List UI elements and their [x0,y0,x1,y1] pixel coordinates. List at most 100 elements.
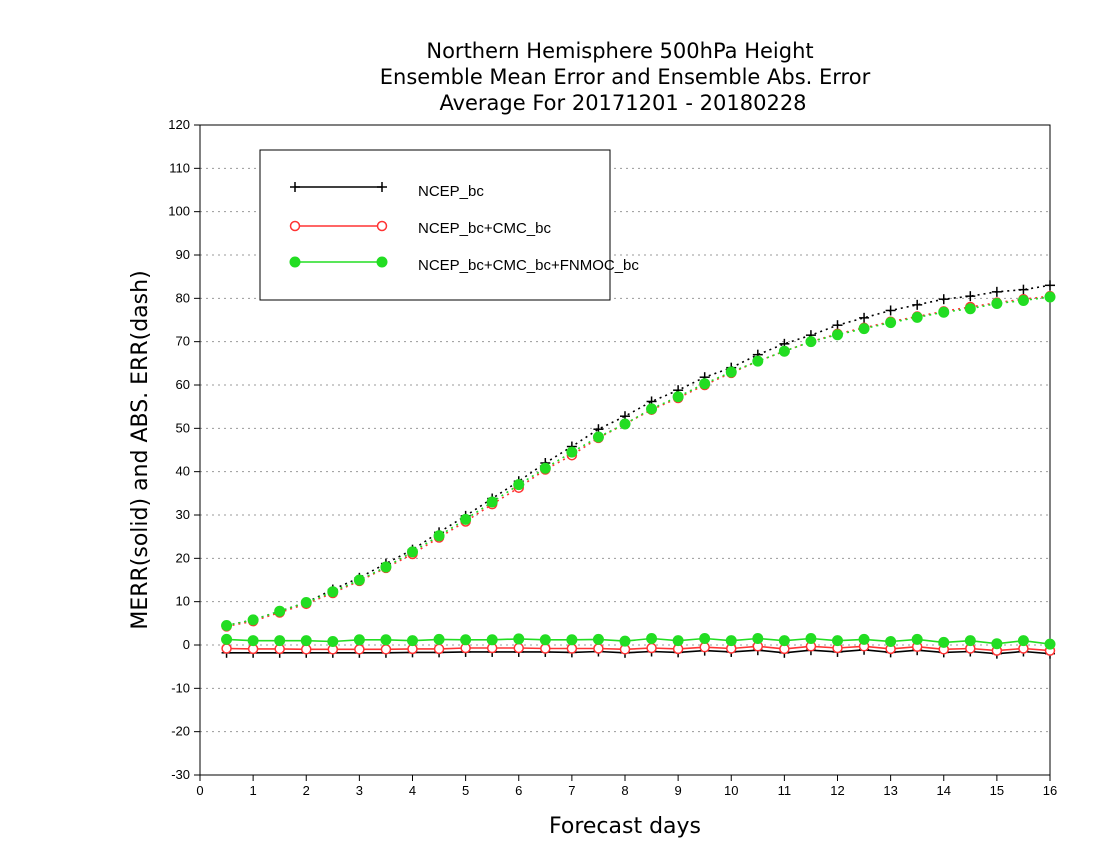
abs-err-point [327,586,339,598]
abs-err-point [300,597,312,609]
y-tick-label: 40 [176,464,190,479]
legend-marker [289,220,301,232]
merr-point [274,635,286,647]
abs-err-point [1044,291,1056,303]
x-tick-label: 5 [462,783,469,798]
abs-err-point [247,614,259,626]
abs-err-point [832,329,843,341]
chart-title: Northern Hemisphere 500hPa Height Ensemb… [380,39,871,115]
y-tick-label: 20 [176,550,190,565]
merr-point [354,644,365,655]
merr-point [300,635,312,647]
merr-point [938,636,950,648]
merr-point [327,636,339,648]
x-tick-label: 8 [621,783,628,798]
merr-point [433,643,445,655]
y-tick-label: -30 [171,767,190,782]
merr-point [1044,638,1056,650]
abs-err-point [965,291,976,302]
abs-err-point [539,462,551,474]
merr-point [221,633,233,645]
merr-point [566,634,578,646]
y-tick-label: 0 [183,637,190,652]
x-tick-label: 12 [830,783,844,798]
merr-point [778,635,790,647]
abs-err-point [991,286,1002,297]
merr-point [593,643,604,654]
abs-err-point [566,446,578,458]
abs-err-point [885,317,897,329]
y-tick-label: 110 [169,160,190,175]
abs-err-point [991,298,1003,310]
merr-point [539,634,551,646]
legend-marker [289,256,301,268]
merr-point [460,634,472,646]
legend: NCEP_bc NCEP_bc+CMC_bc NCEP_bc+CMC_bc+FN… [259,149,639,301]
x-axis: 0 1 2 3 4 5 6 7 8 9 10 11 12 13 14 15 16 [196,775,1057,798]
x-tick-label: 11 [778,783,792,798]
merr-point [566,643,578,654]
legend-entry-ncep-cmc: NCEP_bc+CMC_bc [418,220,551,237]
x-tick-label: 4 [409,783,416,798]
x-tick-label: 3 [356,783,363,798]
legend-marker [376,256,388,268]
abs-err-point [513,479,525,491]
series-2 [221,291,1056,650]
y-axis-label: MERR(solid) and ABS. ERR(dash) [128,270,153,629]
legend-entry-ncep-cmc-fnmoc: NCEP_bc+CMC_bc+FNMOC_bc [418,257,639,274]
abs-err-line [226,284,1051,627]
abs-err-point [911,311,923,323]
abs-err-point [912,299,923,310]
y-tick-label: 10 [176,594,190,609]
y-tick-label: 100 [168,204,190,219]
abs-err-point [433,530,445,542]
chart-title-line-1: Northern Hemisphere 500hPa Height [426,39,813,63]
x-tick-label: 0 [196,783,203,798]
merr-point [592,633,604,645]
legend-entry-ncep-bc: NCEP_bc [418,183,484,200]
y-axis: -30 -20 -10 0 10 20 30 40 50 60 70 80 90 100 110 120 [168,117,200,782]
x-axis-label: Forecast days [549,814,701,839]
merr-point [699,633,711,644]
merr-point [858,633,870,645]
merr-point [832,635,843,647]
abs-err-point [353,574,365,586]
legend-box [259,149,611,301]
merr-point [513,633,525,645]
x-tick-label: 13 [883,783,897,798]
x-tick-label: 15 [990,783,1004,798]
merr-point [380,634,392,646]
merr-point [911,633,923,645]
merr-point [672,635,684,647]
x-tick-label: 7 [568,783,575,798]
legend-marker [376,220,388,232]
merr-point [407,635,418,647]
abs-err-point [725,366,737,378]
y-tick-label: -20 [171,724,190,739]
legend-marker [377,182,387,192]
merr-point [486,634,498,646]
merr-point [380,644,392,655]
merr-point [619,635,631,647]
merr-point [353,634,365,646]
merr-point [247,635,259,647]
merr-point [1017,635,1029,647]
abs-err-point [938,294,949,305]
merr-point [699,641,710,653]
abs-err-point [1017,295,1029,306]
abs-err-point [619,418,631,430]
y-tick-label: 120 [168,117,190,132]
y-tick-label: 80 [176,290,190,305]
abs-err-point [486,496,498,508]
abs-err-point [460,513,472,525]
abs-err-point [672,391,684,403]
abs-err-point [221,620,233,631]
merr-point [725,635,737,647]
merr-point [221,643,232,654]
merr-point [885,636,897,648]
chart-title-line-3: Average For 20171201 - 20180228 [439,91,806,115]
merr-point [964,635,976,647]
y-tick-label: 70 [176,334,190,349]
abs-err-point [858,323,870,335]
